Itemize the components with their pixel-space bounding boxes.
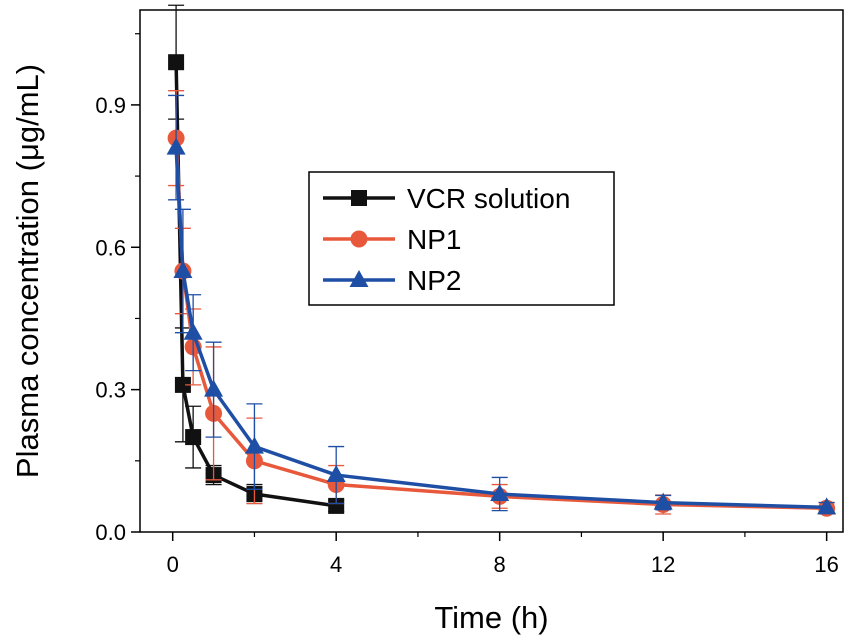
axes: 0 4 8 12 16 0.0 0.3 0.6 0.9 [95,9,844,577]
y-axis-title: Plasma concentration (μg/mL) [10,64,45,478]
data-point [174,376,191,393]
series-line [174,62,337,508]
data-point [166,137,186,155]
data-point [490,484,510,502]
legend-marker [349,270,369,287]
y-tick-label: 0.3 [95,378,126,403]
plot-frame [139,9,844,533]
legend: VCR solution NP1 NP2 [308,171,615,306]
data-point [244,436,264,454]
x-tick-label: 0 [167,552,179,577]
y-tick-label: 0.9 [95,93,126,118]
series-np2 [166,94,837,515]
data-point [328,497,345,514]
data-point [185,429,202,446]
data-point [817,497,837,515]
data-point [173,261,193,278]
x-tick-label: 12 [651,552,675,577]
series-layer [166,4,837,517]
data-point [653,492,673,510]
data-point [168,54,185,71]
legend-label: VCR solution [407,183,570,214]
x-axis-title: Time (h) [434,600,548,635]
data-point [204,379,224,397]
series-vcr-solution [168,4,345,514]
x-tick-label: 8 [494,552,506,577]
legend-label: NP2 [407,265,461,296]
legend-marker [351,190,367,206]
data-point [183,322,203,340]
y-tick-label: 0.6 [95,235,126,260]
legend-marker [350,230,368,248]
legend-label: NP1 [407,224,461,255]
data-point [326,465,346,483]
x-tick-label: 16 [814,552,838,577]
y-tick-label: 0.0 [95,520,126,545]
x-tick-label: 4 [330,552,342,577]
